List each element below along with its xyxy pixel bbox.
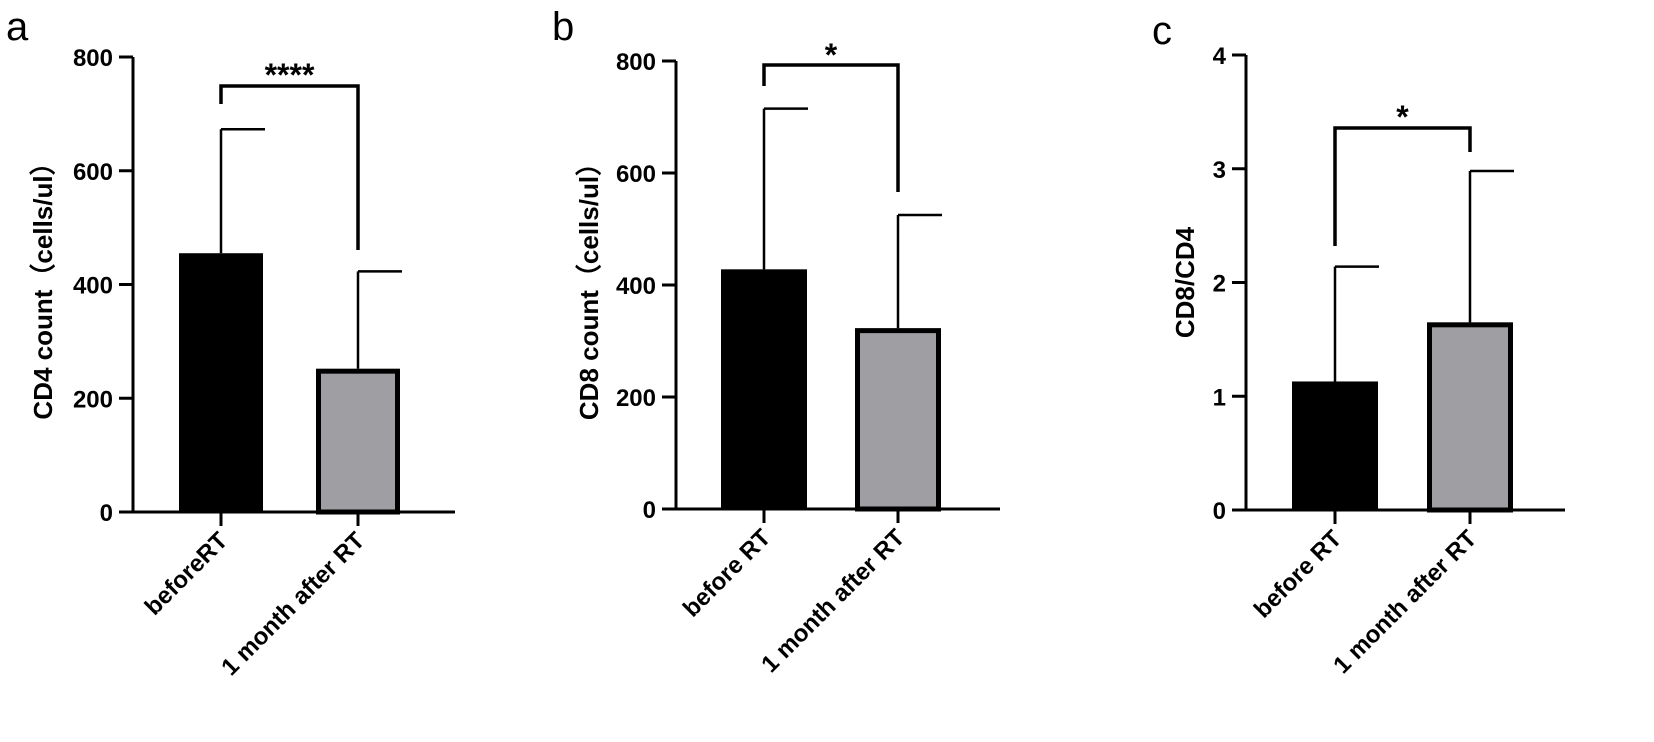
- bar-1: [179, 253, 263, 512]
- x-category-label: 1 month after RT: [216, 527, 370, 681]
- y-axis-label: CD4 count（cells/ul）: [28, 149, 58, 419]
- significance-bracket: [762, 63, 900, 192]
- panel-letter: c: [1152, 9, 1172, 53]
- y-tick-label: 800: [73, 45, 113, 72]
- y-tick-label: 0: [100, 500, 113, 527]
- y-tick-label: 800: [616, 49, 656, 76]
- y-tick-label: 400: [616, 273, 656, 300]
- chart-panel-c: c CD8/CD4 0 1 2 3 4 before RT1 month after RT *: [1152, 9, 1565, 679]
- significance-label: ****: [265, 57, 315, 93]
- x-category-label: before RT: [1249, 525, 1348, 624]
- x-category-label: beforeRT: [140, 527, 234, 621]
- y-axis-label: CD8 count（cells/ul）: [574, 150, 604, 420]
- x-category-label: before RT: [678, 524, 777, 623]
- y-tick-label: 2: [1213, 271, 1226, 298]
- y-tick-label: 0: [643, 497, 656, 524]
- significance-label: *: [1396, 99, 1409, 135]
- bar-2: [855, 328, 941, 512]
- y-tick-label: 200: [73, 386, 113, 413]
- x-category-label: 1 month after RT: [756, 524, 910, 678]
- significance-label: *: [825, 37, 838, 73]
- y-tick-label: 600: [616, 161, 656, 188]
- y-axis-label: CD8/CD4: [1170, 226, 1200, 338]
- chart-panel-a: a CD4 count（cells/ul） 0 200 400 600 800 beforeR…: [6, 5, 455, 681]
- bar-1: [1292, 381, 1378, 510]
- significance-bracket: [1333, 126, 1472, 246]
- y-tick-label: 600: [73, 159, 113, 186]
- panel-letter: b: [552, 5, 574, 49]
- panel-letter: a: [6, 5, 29, 49]
- y-tick-label: 400: [73, 273, 113, 300]
- bar-2: [316, 368, 400, 515]
- chart-panel-b: b CD8 count（cells/ul） 0 200 400 600 800 before …: [552, 5, 1000, 678]
- significance-bracket: [219, 84, 360, 250]
- bar-2: [1427, 322, 1513, 513]
- y-tick-label: 200: [616, 385, 656, 412]
- x-category-label: 1 month after RT: [1328, 525, 1482, 679]
- y-tick-label: 0: [1213, 498, 1226, 525]
- y-tick-label: 3: [1213, 157, 1226, 184]
- y-tick-label: 1: [1213, 384, 1226, 411]
- bar-1: [721, 269, 807, 509]
- y-tick-label: 4: [1213, 43, 1227, 70]
